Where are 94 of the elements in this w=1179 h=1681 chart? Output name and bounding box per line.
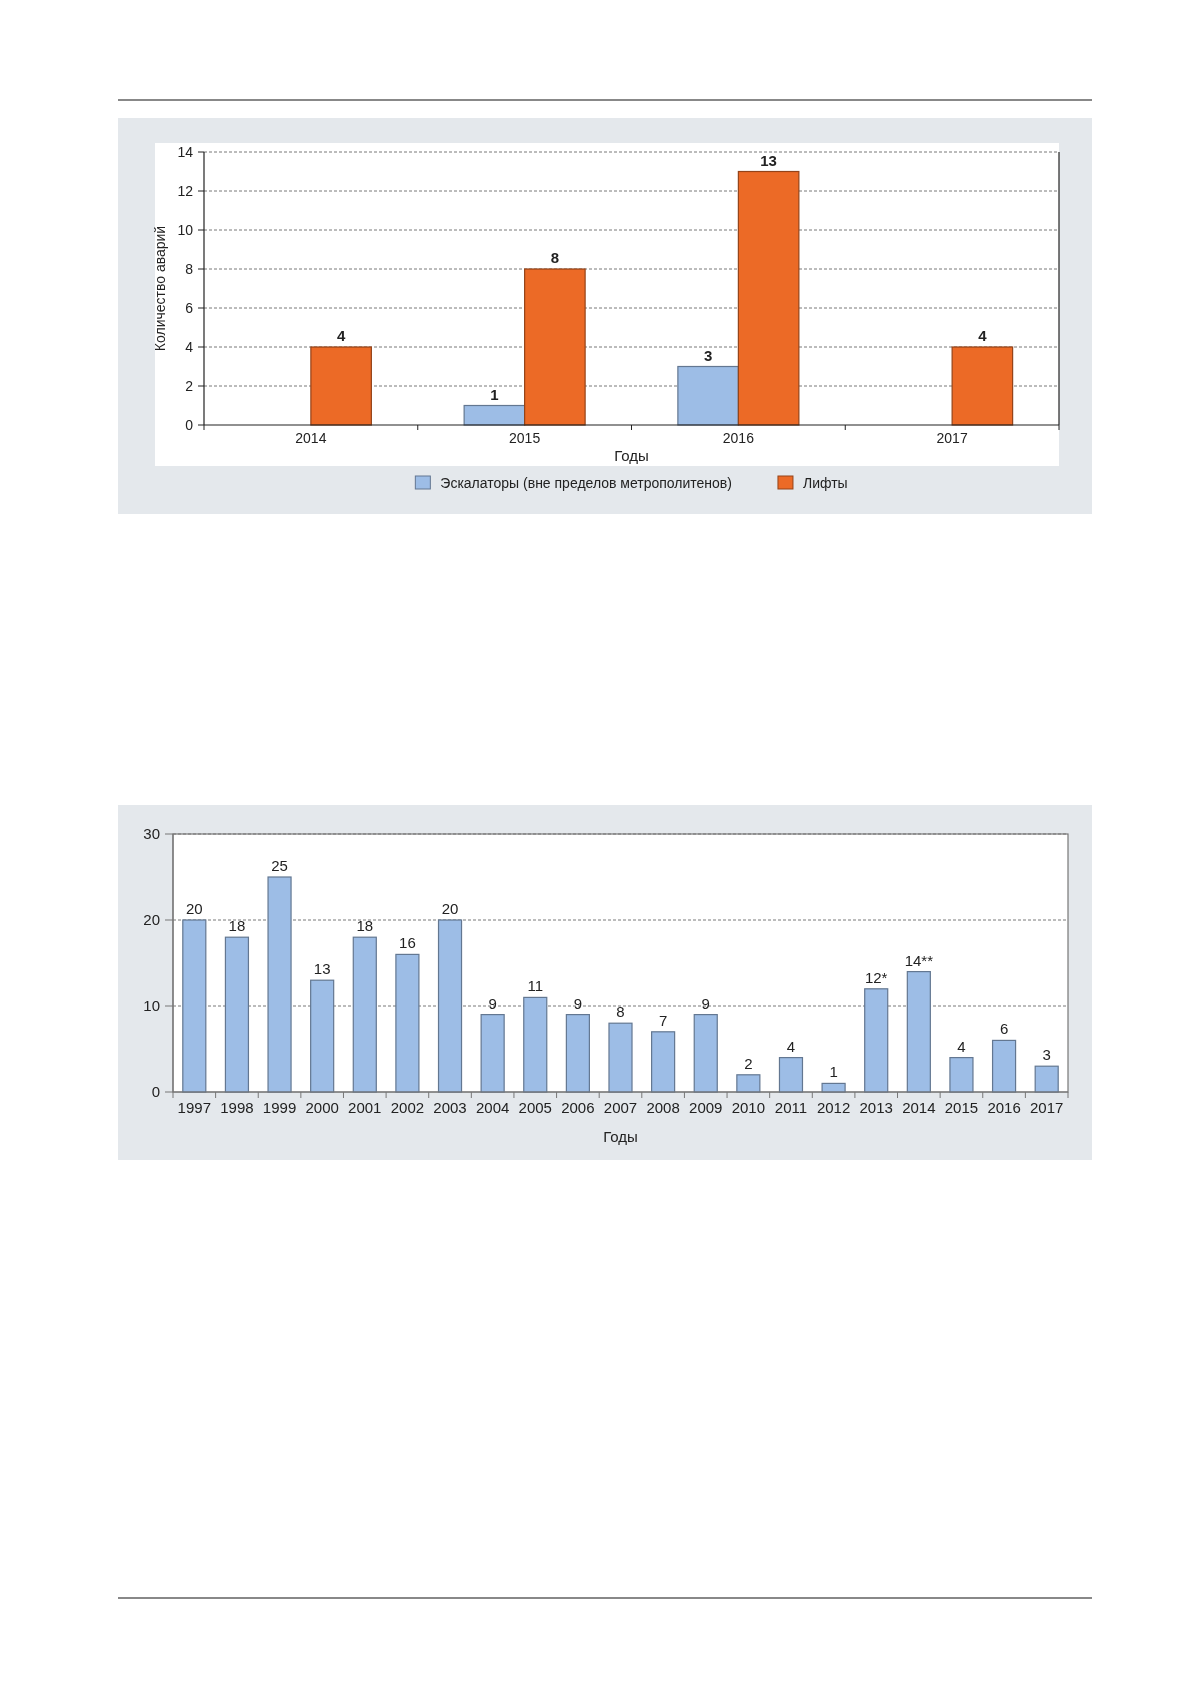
x-tick-label: 2005 (518, 1099, 552, 1116)
y-tick-label: 20 (143, 911, 160, 929)
data-label: 4 (336, 327, 346, 344)
bar (267, 876, 292, 1093)
data-label: 3 (703, 346, 713, 364)
bar (523, 996, 548, 1093)
data-label: 7 (658, 1011, 668, 1029)
data-label: 8 (616, 1003, 625, 1021)
y-tick-label: 6 (185, 299, 194, 316)
data-label: 4 (786, 1037, 796, 1055)
x-tick-label: 1997 (177, 1099, 211, 1116)
bar (310, 346, 372, 426)
y-tick-label: 10 (143, 997, 160, 1015)
data-label: 9 (488, 994, 497, 1012)
data-label: 12* (864, 968, 888, 986)
data-label: 9 (573, 994, 583, 1012)
bar (565, 1014, 590, 1093)
data-label: 4 (957, 1037, 966, 1055)
x-tick-label: 2000 (305, 1099, 339, 1116)
bar (693, 1014, 718, 1093)
x-tick-label: 2014 (295, 430, 327, 446)
x-axis-title: Годы (603, 1128, 638, 1145)
data-label: 2 (744, 1054, 753, 1072)
legend-label: Лифты (802, 475, 848, 491)
x-tick-label: 2009 (689, 1099, 723, 1116)
bar (352, 936, 377, 1093)
bar (778, 1057, 804, 1093)
y-axis-title: Количество аварий (152, 225, 168, 352)
x-tick-label: 2016 (987, 1099, 1021, 1116)
data-label: 1 (490, 385, 499, 403)
bar (224, 936, 250, 1093)
y-tick-label: 4 (185, 338, 194, 355)
data-label: 14** (904, 951, 934, 969)
bar (524, 268, 586, 426)
bar (864, 988, 889, 1093)
y-tick-label: 0 (151, 1083, 160, 1101)
bar (949, 1057, 974, 1093)
x-tick-label: 2008 (646, 1099, 680, 1116)
data-label: 6 (999, 1020, 1009, 1038)
x-tick-label: 2004 (475, 1099, 510, 1116)
bar (951, 346, 1014, 426)
data-label: 20 (441, 900, 459, 917)
y-tick-label: 14 (177, 143, 194, 160)
y-tick-label: 12 (177, 182, 194, 199)
data-label: 11 (527, 977, 544, 995)
data-label: 9 (701, 994, 710, 1012)
data-label: 1 (829, 1063, 838, 1081)
y-tick-label: 2 (185, 377, 194, 394)
bar (608, 1022, 633, 1093)
data-label: 13 (313, 960, 331, 978)
x-tick-label: 2017 (1030, 1099, 1064, 1116)
bar (437, 919, 463, 1093)
bar (1034, 1065, 1059, 1093)
x-tick-label: 2006 (561, 1099, 595, 1116)
x-tick-label: 2002 (390, 1099, 425, 1116)
x-tick-label: 2011 (774, 1099, 808, 1116)
data-label: 3 (1042, 1046, 1051, 1064)
x-tick-label: 1998 (220, 1099, 254, 1116)
x-tick-label: 2013 (859, 1099, 893, 1116)
bar (906, 971, 931, 1093)
data-label: 13 (760, 151, 777, 169)
bar (991, 1039, 1017, 1093)
bar (651, 1031, 676, 1093)
x-tick-label: 2001 (348, 1099, 382, 1116)
x-tick-label: 2014 (902, 1099, 936, 1116)
y-tick-label: 10 (177, 221, 194, 238)
data-label: 25 (271, 857, 288, 874)
x-tick-label: 2012 (816, 1099, 851, 1116)
x-tick-label: 2016 (722, 430, 755, 446)
bar (677, 365, 739, 426)
bar (480, 1014, 505, 1093)
data-label: 18 (356, 917, 374, 935)
y-tick-label: 0 (185, 416, 194, 433)
bar (463, 404, 526, 426)
bar (182, 919, 207, 1093)
legend-label: Эскалаторы (вне пределов метрополитенов) (440, 475, 732, 491)
y-tick-label: 30 (143, 825, 160, 843)
bar (395, 953, 420, 1093)
data-label: 8 (550, 249, 560, 266)
x-tick-label: 2003 (433, 1099, 467, 1116)
x-axis-title: Годы (614, 447, 649, 464)
data-label: 16 (399, 934, 416, 952)
x-tick-label: 2007 (603, 1099, 638, 1116)
data-label: 18 (228, 917, 246, 935)
bar (737, 170, 800, 426)
x-tick-label: 2010 (731, 1099, 766, 1116)
x-tick-label: 2017 (936, 430, 968, 446)
x-tick-label: 2015 (509, 430, 541, 446)
data-label: 4 (978, 327, 988, 344)
x-tick-label: 2015 (944, 1099, 979, 1116)
bar (310, 979, 335, 1093)
bar (736, 1074, 761, 1093)
y-tick-label: 8 (185, 260, 194, 277)
x-tick-label: 1999 (262, 1099, 297, 1116)
